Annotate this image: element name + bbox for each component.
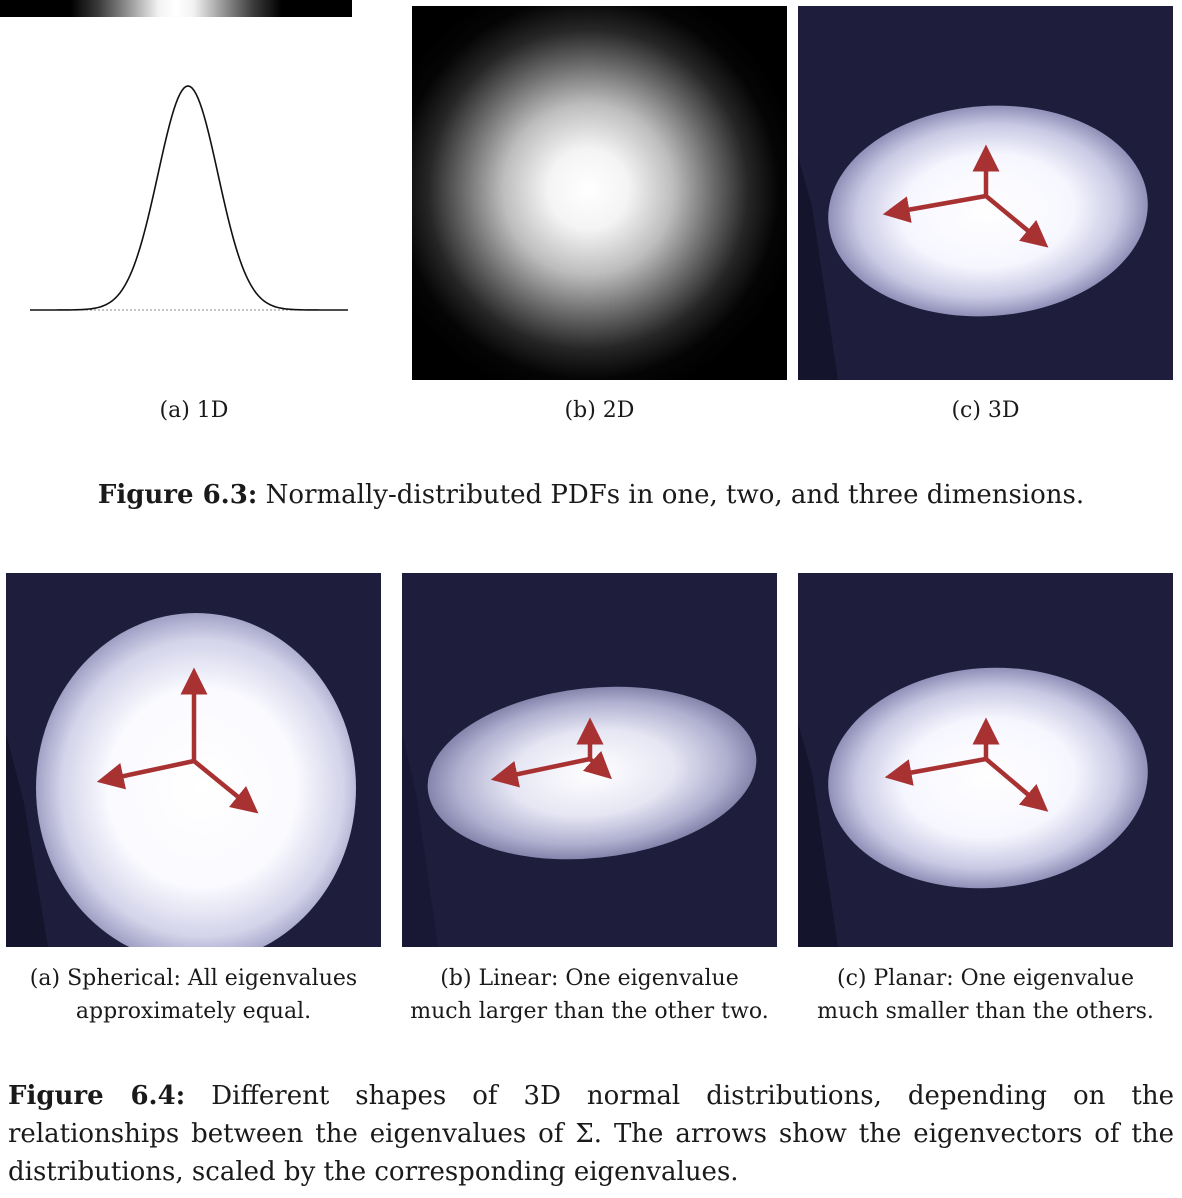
subfigure-label-spherical: (a) Spherical: All eigenvalues approxima…	[29, 966, 358, 1024]
gaussian-1d-intensity-bar	[0, 0, 352, 17]
figure-6-3: (a) 1D (b) 2D (c) 3D Figure 6.3: Normall…	[0, 0, 1182, 510]
linear-distribution-render	[402, 573, 777, 947]
gaussian-3d-render	[798, 6, 1173, 380]
subfigure-label-planar: (c) Planar: One eigenvalue much smaller …	[817, 966, 1154, 1024]
planar-distribution-render	[798, 573, 1173, 947]
subfigure-label-3d: (c) 3D	[951, 398, 1020, 423]
subfigure-label-2d: (b) 2D	[564, 398, 635, 423]
spherical-distribution-render	[6, 573, 381, 947]
eigenvector-arrows	[96, 667, 259, 814]
figure-6-3-caption: Figure 6.3: Normally-distributed PDFs in…	[97, 480, 1085, 510]
eigenvector-arrows	[882, 144, 1049, 248]
eigenvector-arrows	[884, 717, 1049, 812]
gaussian-1d-curve	[30, 85, 348, 311]
figure-6-4-caption: Figure 6.4: Different shapes of 3D norma…	[8, 1081, 1174, 1187]
subfigure-label-1d: (a) 1D	[159, 398, 229, 423]
subfigure-label-linear: (b) Linear: One eigenvalue much larger t…	[410, 966, 769, 1024]
gaussian-2d-image	[412, 6, 787, 380]
eigenvector-arrows	[490, 717, 612, 788]
